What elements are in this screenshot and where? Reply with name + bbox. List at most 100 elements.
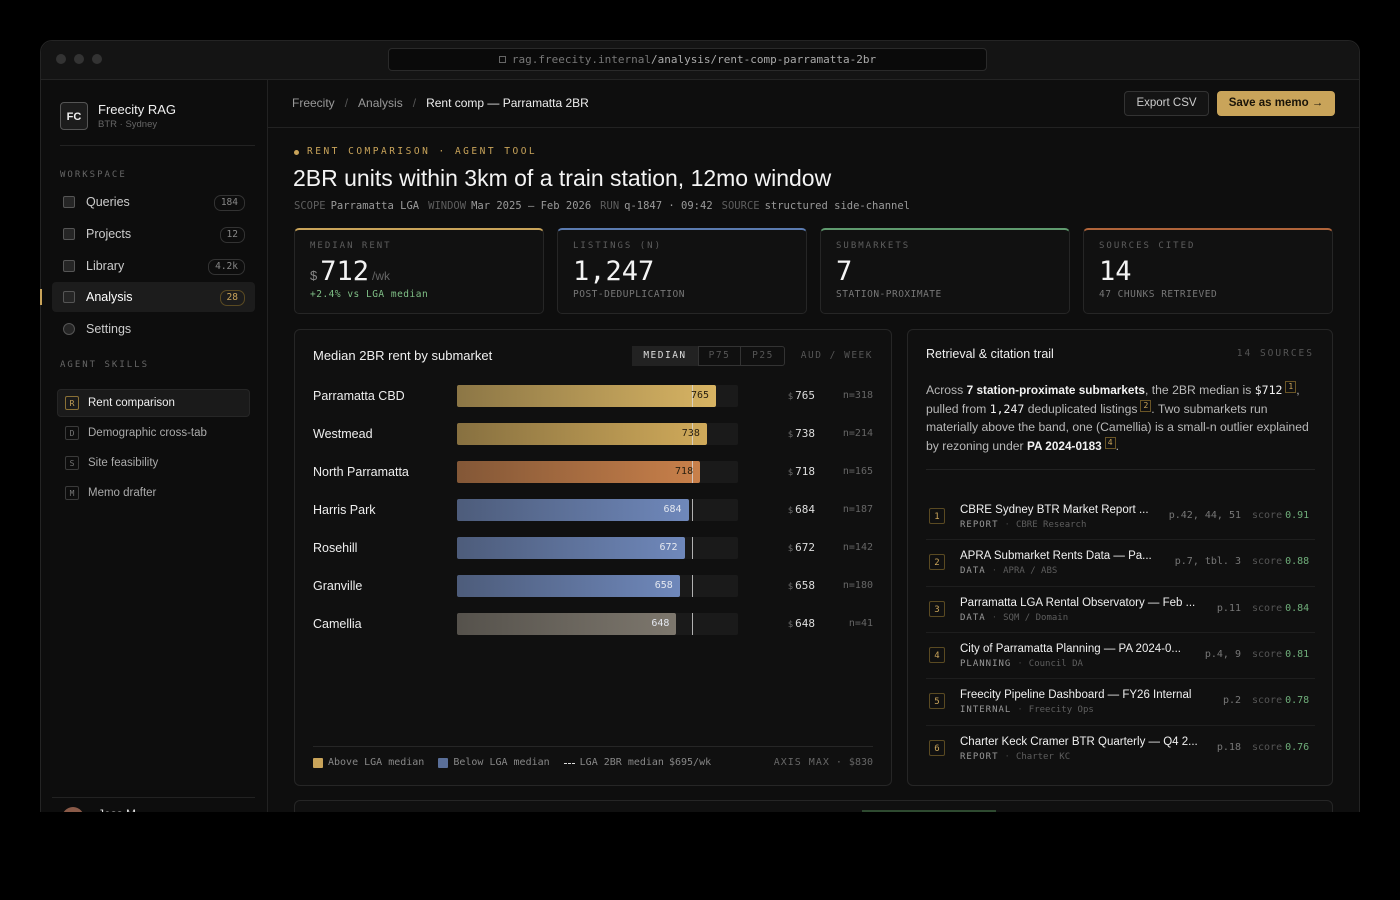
breadcrumb-item[interactable]: Rent comp — Parramatta 2BR — [426, 96, 589, 110]
source-title[interactable]: Freecity Pipeline Dashboard — FY26 Inter… — [960, 689, 1192, 702]
tab[interactable]: P25 — [752, 350, 774, 361]
tab[interactable]: MEDIAN — [632, 346, 699, 366]
meta-key: RUN — [600, 200, 620, 212]
score-value: 0.76 — [1285, 741, 1310, 753]
nav-count: 184 — [213, 195, 245, 211]
skill-label[interactable]: Demographic cross-tab — [88, 427, 207, 439]
source-pages: p.18 — [1216, 741, 1241, 753]
skill-key: D — [65, 426, 79, 440]
currency: $ — [848, 757, 855, 768]
url-bar[interactable]: rag.freecity.internal/analysis/rent-comp… — [388, 48, 987, 71]
bar — [457, 499, 689, 521]
panel-title: Retrieval & citation trail — [926, 347, 1054, 361]
nav-label[interactable]: Projects — [86, 226, 132, 241]
section-label: AGENT SKILLS — [60, 360, 150, 370]
nav-label[interactable]: Settings — [86, 322, 132, 337]
source-score: score 0.91 — [1252, 509, 1309, 523]
median-line — [692, 537, 694, 559]
kpi-value-row: 7 — [836, 256, 852, 288]
citation-marker: 1 — [1285, 381, 1297, 393]
kpi-prefix: $ — [310, 268, 318, 283]
meta-value: structured side-channel — [764, 200, 910, 212]
score-value: 0.78 — [1285, 695, 1310, 707]
tab[interactable]: P75 — [699, 346, 741, 366]
lock-icon — [498, 56, 506, 63]
source-type: PLANNING — [960, 658, 1012, 669]
export-button[interactable]: Export CSV — [1124, 91, 1209, 116]
skill-key: S — [65, 456, 79, 470]
kpi-note: POST-DEDUPLICATION — [573, 289, 685, 300]
sample-size: n=214 — [842, 428, 873, 439]
source-org: Freecity Ops — [1028, 705, 1094, 716]
source-score: score 0.76 — [1252, 741, 1309, 755]
source-meta: PLANNING · Council DA — [960, 658, 1083, 670]
source-title[interactable]: APRA Submarket Rents Data — Pa... — [960, 550, 1152, 563]
user-name: Jess M. — [98, 807, 139, 812]
row-divider — [926, 678, 1315, 680]
skill-label[interactable]: Memo drafter — [88, 487, 157, 499]
brand-name: Freecity RAG — [98, 102, 177, 117]
meta-item: WINDOW Mar 2025 — Feb 2026 — [428, 199, 591, 213]
value-text: 684 — [795, 503, 815, 516]
source-title[interactable]: City of Parramatta Planning — PA 2024-0.… — [960, 642, 1181, 655]
meta-value: q-1847 · 09:42 — [624, 200, 713, 212]
score-value: 0.81 — [1285, 648, 1310, 660]
breadcrumb-item[interactable]: Freecity — [292, 96, 335, 110]
legend-label: LGA 2BR median — [579, 757, 664, 768]
kpi-value: 712 — [320, 256, 370, 287]
legend-swatch — [438, 758, 449, 768]
source-pages: p.11 — [1216, 602, 1241, 614]
divider — [52, 797, 255, 798]
source-type: DATA — [960, 566, 986, 577]
kpi-card — [1083, 228, 1333, 314]
source-type: REPORT — [960, 751, 999, 762]
value-column: $672 — [788, 541, 815, 556]
sample-size: n=142 — [842, 542, 873, 553]
divider — [926, 469, 1315, 470]
source-title[interactable]: Charter Keck Cramer BTR Quarterly — Q4 2… — [960, 735, 1198, 748]
value-column: $658 — [788, 579, 815, 594]
score-label: score — [1252, 741, 1283, 753]
source-pages: p.7, tbl. 3 — [1174, 556, 1241, 568]
source-meta: DATA · APRA / ABS — [960, 565, 1057, 577]
separator: · — [991, 566, 998, 577]
source-count: 14 SOURCES — [1236, 348, 1314, 359]
breadcrumb-item[interactable]: Analysis — [358, 96, 403, 110]
row-divider — [926, 631, 1315, 633]
source-score: score 0.88 — [1252, 555, 1309, 569]
separator: · — [1017, 705, 1023, 716]
category-label: Rosehill — [313, 541, 358, 555]
save-button[interactable]: Save as memo → — [1217, 91, 1335, 116]
bar — [457, 385, 716, 407]
bar — [457, 613, 677, 635]
skill-label[interactable]: Rent comparison — [88, 397, 175, 409]
nav-label[interactable]: Analysis — [86, 290, 133, 305]
nav-label[interactable]: Library — [86, 258, 125, 273]
kpi-card — [820, 228, 1070, 314]
nav-label[interactable]: Queries — [86, 195, 130, 209]
category-label: North Parramatta — [313, 465, 409, 479]
window-dot — [56, 54, 66, 64]
skill-label[interactable]: Site feasibility — [88, 457, 159, 469]
source-type: DATA — [960, 612, 986, 623]
value-text: 718 — [795, 465, 815, 478]
kpi-note: 47 CHUNKS RETRIEVED — [1099, 289, 1218, 300]
score-value: 0.91 — [1285, 510, 1310, 521]
sample-size: n=180 — [842, 580, 873, 591]
nav-icon — [63, 227, 75, 240]
sidebar — [41, 80, 268, 812]
bar-value-label: 684 — [663, 504, 682, 515]
category-label: Granville — [313, 579, 363, 593]
source-title[interactable]: CBRE Sydney BTR Market Report ... — [960, 504, 1149, 516]
meta-item: RUN q-1847 · 09:42 — [600, 199, 712, 213]
source-number: 3 — [929, 600, 945, 617]
summary-text: , the 2BR median is — [1144, 383, 1255, 397]
median-line — [692, 575, 694, 597]
summary-text: . Two submarkets run materially above th… — [926, 401, 1309, 453]
meta-row: SCOPE Parramatta LGA WINDOW Mar 2025 — Feb … — [294, 199, 910, 213]
source-title[interactable]: Parramatta LGA Rental Observatory — Feb … — [960, 596, 1196, 609]
median-line — [692, 423, 694, 445]
legend-median-line — [563, 762, 575, 764]
nav-icon — [63, 323, 75, 336]
kpi-value: 1,247 — [573, 256, 655, 287]
